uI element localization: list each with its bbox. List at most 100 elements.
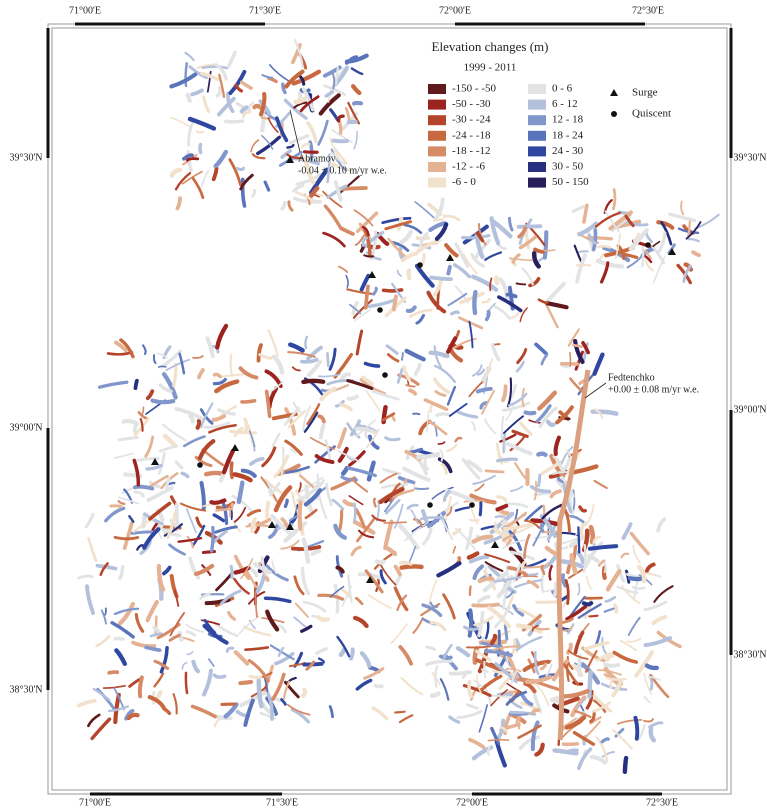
glacier xyxy=(613,190,615,209)
glacier xyxy=(174,694,177,713)
latitude-label: 39°00'N xyxy=(733,404,766,415)
glacier xyxy=(237,168,243,169)
glacier xyxy=(447,445,456,451)
legend-swatch xyxy=(528,162,546,172)
glacier xyxy=(448,387,455,404)
glacier xyxy=(566,580,568,603)
glacier xyxy=(257,576,263,591)
glacier xyxy=(503,386,506,400)
glacier xyxy=(550,566,552,579)
surge-marker xyxy=(268,521,276,528)
legend: -150 - -50-50 - -30-30 - -24-24 - -18-18… xyxy=(428,83,671,189)
annotation-text: -0.04 ± 0.10 m/yr w.e. xyxy=(298,165,387,176)
glacier xyxy=(413,618,422,633)
glacier xyxy=(537,602,559,603)
glacier xyxy=(481,676,501,690)
glacier xyxy=(586,505,593,525)
glacier xyxy=(115,537,138,538)
glacier xyxy=(190,416,193,422)
glacier xyxy=(160,446,176,451)
glacier xyxy=(250,676,260,677)
glacier xyxy=(474,292,475,313)
glacier xyxy=(120,604,133,623)
glacier xyxy=(541,524,542,531)
legend-label: -6 - 0 xyxy=(452,176,476,188)
glacier xyxy=(475,484,484,491)
glacier xyxy=(409,270,410,278)
glacier xyxy=(539,475,540,486)
glacier xyxy=(613,730,632,749)
glacier xyxy=(534,253,538,266)
glacier xyxy=(578,552,583,562)
glacier xyxy=(602,263,608,282)
glacier xyxy=(633,545,640,562)
glacier xyxy=(130,679,140,686)
glacier xyxy=(525,684,534,692)
glacier xyxy=(547,548,555,554)
glacier xyxy=(355,618,366,626)
glacier xyxy=(402,353,403,360)
glacier xyxy=(589,672,590,697)
glacier xyxy=(458,412,477,417)
legend-label: -30 - -24 xyxy=(452,114,491,126)
glacier xyxy=(120,567,123,579)
glacier xyxy=(577,265,590,266)
glacier xyxy=(474,566,482,578)
glacier xyxy=(129,715,138,718)
glacier xyxy=(593,412,617,414)
glacier xyxy=(92,719,109,738)
glacier xyxy=(557,407,572,422)
glacier xyxy=(338,116,343,121)
glacier xyxy=(266,598,290,601)
legend-label: -12 - -6 xyxy=(452,161,485,173)
glacier xyxy=(432,694,439,696)
glacier xyxy=(485,554,509,562)
glacier xyxy=(304,602,325,611)
glacier xyxy=(216,509,232,510)
glacier xyxy=(364,255,373,256)
glacier xyxy=(346,276,348,288)
glacier xyxy=(524,535,529,558)
legend-swatch xyxy=(528,84,546,94)
glacier xyxy=(109,672,117,673)
glacier xyxy=(204,671,211,695)
glacier xyxy=(653,617,665,623)
legend-label: -150 - -50 xyxy=(452,83,496,95)
glacier xyxy=(115,453,133,458)
glacier xyxy=(395,712,405,713)
glacier xyxy=(125,523,132,549)
longitude-label: 72°30'E xyxy=(646,797,678,808)
glacier xyxy=(595,355,603,374)
glacier xyxy=(451,672,470,674)
glacier xyxy=(351,649,353,658)
glacier xyxy=(548,422,554,425)
glacier xyxy=(165,436,176,446)
glacier xyxy=(647,666,657,668)
glacier xyxy=(181,504,205,511)
glacier xyxy=(634,582,637,600)
glacier xyxy=(473,604,498,605)
longitude-label: 71°30'E xyxy=(249,5,281,16)
legend-label: Quiscent xyxy=(632,108,671,120)
glacier xyxy=(171,118,189,127)
glacier xyxy=(376,686,382,687)
glacier xyxy=(326,92,332,96)
glacier xyxy=(273,434,280,447)
glacier xyxy=(484,360,492,383)
glacier xyxy=(408,505,417,508)
glacier xyxy=(263,448,275,466)
glacier xyxy=(267,391,270,416)
quiescent-marker xyxy=(417,262,423,268)
glacier xyxy=(431,622,445,629)
glacier xyxy=(626,571,628,582)
glacier xyxy=(605,664,618,665)
glacier xyxy=(544,506,545,515)
glacier xyxy=(290,345,302,351)
legend-label: 6 - 12 xyxy=(552,98,578,110)
glacier xyxy=(293,367,300,370)
glacier xyxy=(394,297,396,310)
glacier xyxy=(377,561,383,562)
glacier xyxy=(633,587,644,589)
glacier xyxy=(133,643,154,647)
glacier xyxy=(644,697,650,703)
